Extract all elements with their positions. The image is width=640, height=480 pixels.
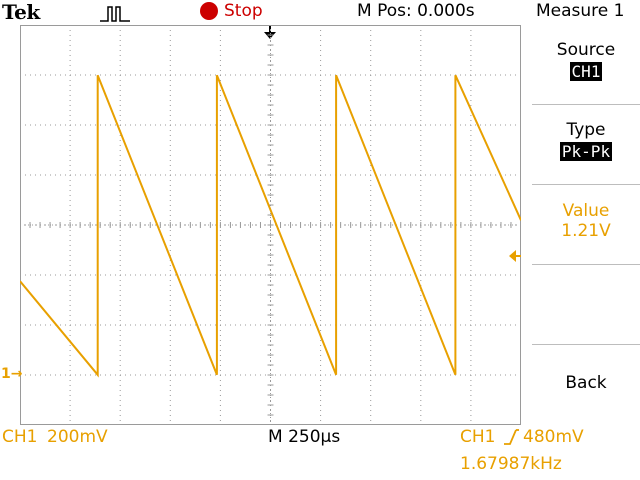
timebase: M 250µs — [268, 427, 341, 447]
type-menu-item[interactable]: Type Pk-Pk — [532, 120, 640, 161]
type-label: Type — [566, 120, 606, 140]
stop-indicator-icon — [200, 2, 218, 20]
channel-scale: 200mV — [47, 427, 108, 447]
trigger-level: 480mV — [523, 427, 584, 447]
brand-logo: Tek — [2, 0, 40, 24]
ch1-waveform-trace — [20, 74, 521, 378]
horizontal-position: M Pos: 0.000s — [357, 1, 475, 21]
menu-divider — [532, 184, 640, 185]
trigger-channel: CH1 — [460, 427, 496, 447]
back-label: Back — [565, 373, 607, 393]
ch1-ground-marker: 1→ — [1, 366, 23, 382]
waveform-display — [20, 25, 521, 425]
source-menu-item[interactable]: Source CH1 — [532, 40, 640, 81]
status-bar: Tek Stop M Pos: 0.000s Measure 1 — [0, 0, 640, 24]
menu-divider — [532, 344, 640, 345]
source-label: Source — [556, 40, 616, 60]
run-state-label: Stop — [224, 1, 263, 21]
type-value: Pk-Pk — [559, 142, 613, 161]
frequency-readout: 1.67987kHz — [460, 454, 562, 474]
menu-title: Measure 1 — [536, 1, 625, 21]
rising-edge-icon — [504, 429, 519, 445]
source-value: CH1 — [569, 62, 603, 81]
trigger-level-marker-icon — [509, 250, 521, 262]
back-button[interactable]: Back — [532, 373, 640, 393]
value-label: Value — [562, 201, 610, 221]
channel-label: CH1 — [2, 427, 38, 447]
menu-divider — [532, 104, 640, 105]
value-reading: 1.21V — [561, 221, 611, 241]
pulse-trigger-icon — [100, 6, 130, 22]
value-menu-item: Value 1.21V — [532, 201, 640, 241]
readout-bar: CH1 200mV M 250µs CH1 480mV 1.67987kHz — [0, 424, 640, 480]
side-menu: Source CH1 Type Pk-Pk Value 1.21V Back — [532, 24, 640, 424]
menu-divider — [532, 264, 640, 265]
